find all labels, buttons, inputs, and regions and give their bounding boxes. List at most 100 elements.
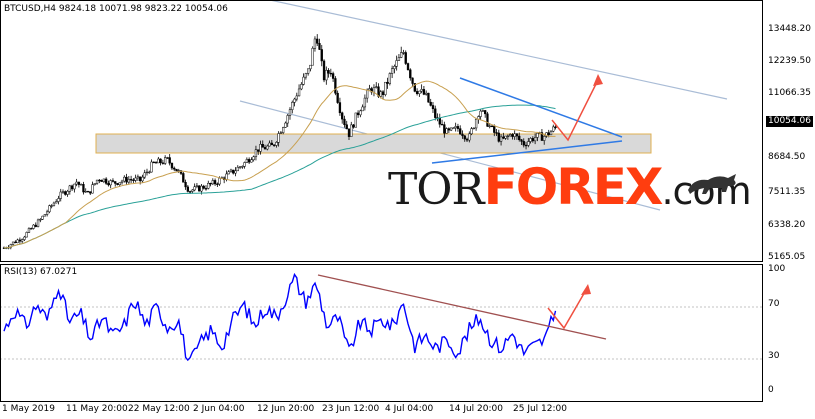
candle-up bbox=[41, 215, 44, 220]
candle-down bbox=[202, 185, 205, 189]
candle-up bbox=[36, 219, 40, 227]
candle-down bbox=[320, 49, 323, 62]
rsi-trend-line bbox=[317, 274, 607, 340]
candle-down bbox=[263, 147, 267, 150]
forecast-arrowhead-rsi bbox=[581, 284, 591, 295]
candle-up bbox=[109, 180, 112, 186]
candle-up bbox=[300, 84, 303, 90]
candle-down bbox=[179, 170, 183, 174]
candle-down bbox=[161, 162, 165, 164]
candle-down bbox=[336, 92, 339, 103]
candle-down bbox=[495, 132, 498, 134]
candle-up bbox=[420, 89, 423, 92]
candle-down bbox=[440, 123, 444, 126]
ohlc-values: 9824.18 10071.98 9823.22 10054.06 bbox=[58, 4, 228, 14]
candle-up bbox=[241, 166, 244, 168]
ma-slow-line bbox=[3, 104, 556, 249]
candle-up bbox=[229, 169, 233, 173]
candle-up bbox=[291, 102, 294, 110]
candle-up bbox=[50, 205, 53, 207]
candle-down bbox=[86, 191, 90, 193]
candle-down bbox=[515, 133, 519, 137]
ma-fast-line bbox=[3, 80, 556, 249]
candle-down bbox=[170, 162, 174, 169]
candle-down bbox=[338, 102, 342, 114]
candle-up bbox=[227, 171, 230, 175]
candle-down bbox=[427, 92, 430, 103]
candle-down bbox=[186, 186, 189, 192]
candle-down bbox=[34, 224, 37, 227]
price-y-tick: 13448.20 bbox=[768, 24, 811, 34]
candle-down bbox=[518, 135, 521, 141]
candle-up bbox=[275, 142, 278, 146]
candle-down bbox=[456, 126, 460, 129]
candle-down bbox=[447, 128, 451, 131]
candle-down bbox=[14, 241, 17, 244]
candle-down bbox=[522, 141, 525, 146]
candle-down bbox=[64, 191, 67, 195]
candle-down bbox=[261, 144, 264, 148]
candle-down bbox=[152, 161, 155, 164]
x-tick: 25 Jul 12:00 bbox=[513, 404, 567, 414]
candle-up bbox=[384, 81, 387, 95]
candle-down bbox=[182, 173, 185, 183]
candle-down bbox=[129, 179, 133, 181]
candle-down bbox=[257, 149, 260, 152]
candle-down bbox=[343, 118, 346, 125]
forecast-arrow-price bbox=[551, 79, 599, 142]
candle-down bbox=[345, 124, 348, 130]
candle-up bbox=[513, 133, 516, 137]
candle-up bbox=[388, 73, 392, 84]
candle-up bbox=[354, 112, 357, 128]
candle-down bbox=[139, 176, 142, 182]
candle-up bbox=[43, 214, 47, 217]
price-y-tick: 7511.35 bbox=[768, 187, 806, 197]
candle-down bbox=[216, 183, 219, 185]
candle-up bbox=[325, 70, 328, 81]
candle-down bbox=[232, 169, 235, 174]
candle-down bbox=[341, 112, 344, 120]
candle-up bbox=[61, 191, 65, 193]
candle-down bbox=[327, 70, 330, 74]
candle-up bbox=[191, 189, 194, 192]
candle-down bbox=[168, 157, 171, 164]
candle-down bbox=[173, 167, 176, 170]
candle-up bbox=[509, 134, 512, 137]
rsi-line bbox=[3, 272, 557, 362]
candle-down bbox=[175, 168, 178, 172]
candle-down bbox=[465, 138, 469, 141]
candle-up bbox=[488, 125, 491, 128]
candle-up bbox=[21, 239, 24, 242]
candle-down bbox=[502, 136, 505, 139]
candle-up bbox=[277, 133, 280, 143]
x-tick: 4 Jul 04:00 bbox=[385, 404, 434, 414]
candle-up bbox=[295, 95, 298, 100]
candle-up bbox=[234, 170, 237, 174]
candle-down bbox=[511, 134, 514, 137]
candle-up bbox=[282, 127, 285, 133]
candle-up bbox=[504, 135, 507, 139]
candle-down bbox=[540, 132, 544, 141]
x-tick: 14 Jul 20:00 bbox=[449, 404, 503, 414]
candle-down bbox=[554, 126, 557, 128]
candle-up bbox=[359, 110, 362, 116]
price-panel-frame bbox=[0, 0, 763, 262]
candle-down bbox=[213, 180, 217, 185]
candle-up bbox=[306, 68, 310, 74]
candle-down bbox=[198, 185, 201, 192]
candle-down bbox=[272, 144, 276, 146]
price-y-tick: 8684.50 bbox=[768, 152, 806, 162]
candle-down bbox=[318, 43, 321, 50]
candle-up bbox=[499, 136, 503, 142]
price-y-tick: 11066.35 bbox=[768, 88, 811, 98]
candle-up bbox=[293, 98, 296, 103]
candle-down bbox=[82, 184, 85, 193]
candle-down bbox=[531, 138, 534, 142]
candle-down bbox=[270, 142, 273, 146]
candle-up bbox=[445, 128, 448, 134]
candle-up bbox=[481, 110, 485, 112]
candle-up bbox=[91, 184, 94, 194]
candle-up bbox=[452, 127, 455, 129]
candle-up bbox=[200, 185, 203, 192]
